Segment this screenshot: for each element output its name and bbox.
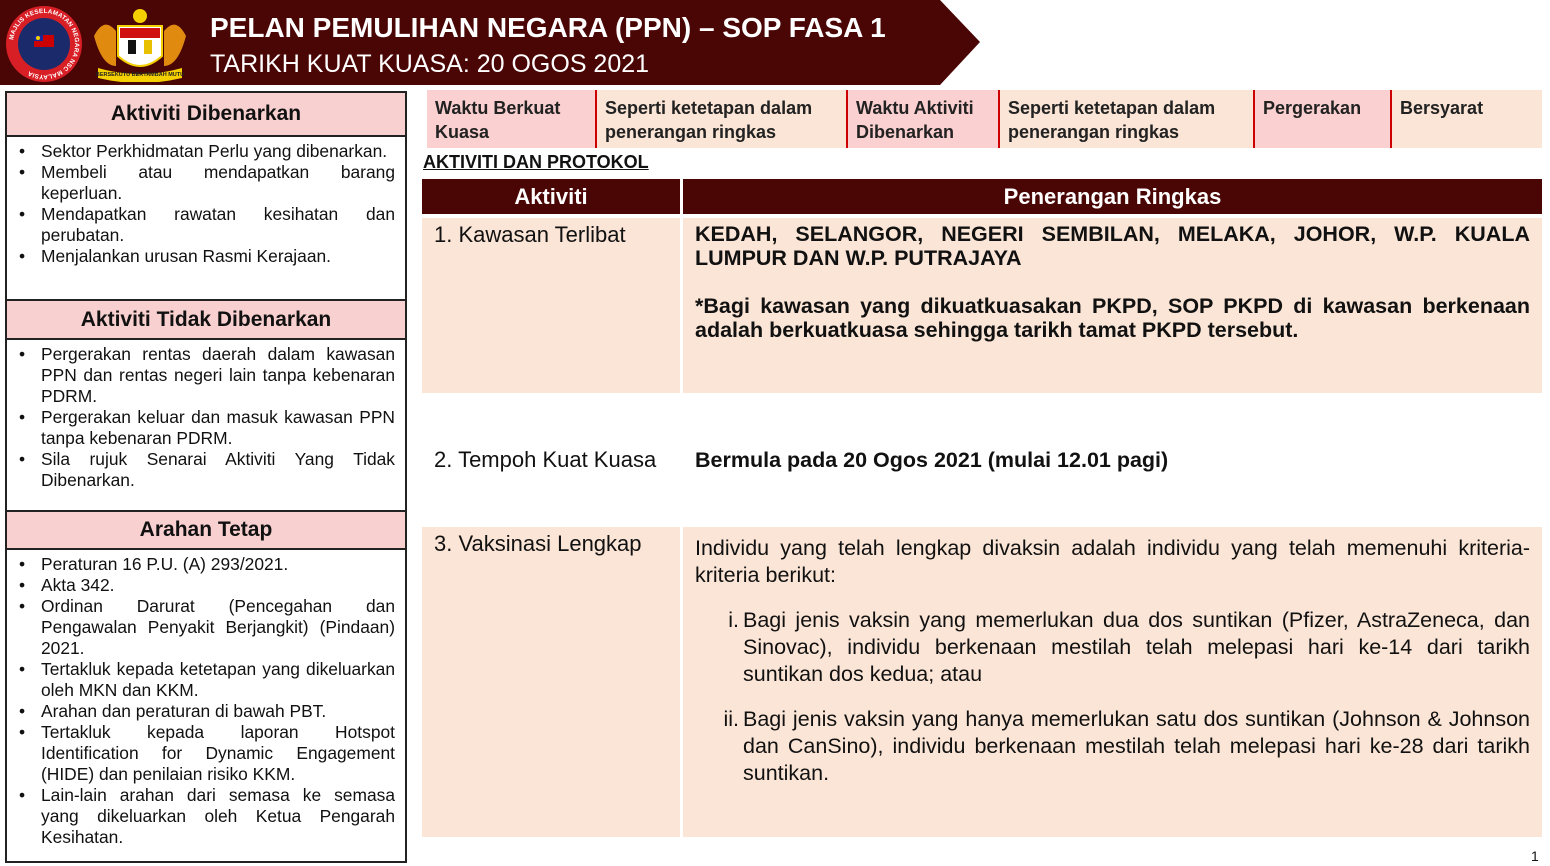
not-allowed-list: Pergerakan rentas daerah dalam kawasan P…	[7, 340, 405, 510]
table-row: 2. Tempoh Kuat Kuasa Bermula pada 20 Ogo…	[422, 397, 1542, 523]
criteria-text: Bagi jenis vaksin yang memerlukan dua do…	[743, 608, 1530, 686]
section-title: AKTIVITI DAN PROTOKOL	[423, 152, 649, 172]
list-item: Peraturan 16 P.U. (A) 293/2021.	[19, 554, 395, 575]
list-item: Tertakluk kepada laporan Hotspot Identif…	[19, 722, 395, 785]
section-heading: Aktiviti Tidak Dibenarkan	[7, 299, 405, 340]
info-value: Seperti ketetapan dalam penerangan ringk…	[1000, 90, 1255, 148]
table-row: 3. Vaksinasi Lengkap Individu yang telah…	[422, 527, 1542, 837]
header-banner: MAJLIS KESELAMATAN NEGARA NSC MALAYSIA B…	[0, 0, 980, 85]
criteria-text: Bagi jenis vaksin yang hanya memerlukan …	[743, 707, 1530, 785]
allowed-list: Sektor Perkhidmatan Perlu yang dibenarka…	[7, 137, 405, 299]
criteria-item: i. Bagi jenis vaksin yang memerlukan dua …	[723, 607, 1530, 688]
criteria-number: i.	[728, 608, 739, 632]
page-number: 1	[1531, 848, 1539, 864]
criteria-number: ii.	[723, 707, 739, 731]
info-label: Pergerakan	[1255, 90, 1392, 148]
info-label: Waktu Berkuat Kuasa	[427, 90, 597, 148]
column-header: Penerangan Ringkas	[680, 179, 1542, 214]
description-cell: KEDAH, SELANGOR, NEGERI SEMBILAN, MELAKA…	[680, 218, 1542, 393]
description-text: KEDAH, SELANGOR, NEGERI SEMBILAN, MELAKA…	[695, 222, 1530, 270]
page-title: PELAN PEMULIHAN NEGARA (PPN) – SOP FASA …	[210, 12, 886, 43]
info-label: Waktu Aktiviti Dibenarkan	[848, 90, 1000, 148]
list-item: Mendapatkan rawatan kesihatan dan peruba…	[19, 204, 395, 246]
criteria-item: ii. Bagi jenis vaksin yang hanya memerluk…	[723, 706, 1530, 787]
table-row: 1. Kawasan Terlibat KEDAH, SELANGOR, NEG…	[422, 218, 1542, 393]
standing-orders-list: Peraturan 16 P.U. (A) 293/2021. Akta 342…	[7, 550, 405, 854]
column-header: Aktiviti	[514, 183, 588, 209]
list-item: Ordinan Darurat (Pencegahan dan Pengawal…	[19, 596, 395, 659]
section-heading: Arahan Tetap	[7, 510, 405, 550]
coat-of-arms-motto: BERSEKUTU BERTAMBAH MUTU	[96, 72, 184, 78]
description-note: *Bagi kawasan yang dikuatkuasakan PKPD, …	[695, 294, 1530, 342]
info-strip: Waktu Berkuat Kuasa Seperti ketetapan da…	[427, 90, 1542, 148]
list-item: Pergerakan keluar dan masuk kawasan PPN …	[19, 407, 395, 449]
list-item: Sektor Perkhidmatan Perlu yang dibenarka…	[19, 141, 395, 162]
list-item: Tertakluk kepada ketetapan yang dikeluar…	[19, 659, 395, 701]
list-item: Sila rujuk Senarai Aktiviti Yang Tidak D…	[19, 449, 395, 491]
nsc-logo: MAJLIS KESELAMATAN NEGARA NSC MALAYSIA	[6, 6, 82, 82]
info-value: Bersyarat	[1392, 90, 1542, 148]
description-cell: Bermula pada 20 Ogos 2021 (mulai 12.01 p…	[680, 444, 1542, 476]
list-item: Lain-lain arahan dari semasa ke semasa y…	[19, 785, 395, 848]
section-heading: Aktiviti Dibenarkan	[7, 93, 405, 137]
activity-cell: 3. Vaksinasi Lengkap	[422, 527, 680, 837]
activity-table: Aktiviti Penerangan Ringkas 1. Kawasan T…	[422, 179, 1542, 837]
description-cell: Individu yang telah lengkap divaksin ada…	[680, 527, 1542, 837]
left-panel: Aktiviti Dibenarkan Sektor Perkhidmatan …	[5, 91, 407, 863]
list-item: Arahan dan peraturan di bawah PBT.	[19, 701, 395, 722]
list-item: Menjalankan urusan Rasmi Kerajaan.	[19, 246, 395, 267]
description-text: Individu yang telah lengkap divaksin ada…	[695, 536, 1530, 587]
info-value: Seperti ketetapan dalam penerangan ringk…	[597, 90, 848, 148]
table-header: Aktiviti Penerangan Ringkas	[422, 179, 1542, 214]
activity-cell: 1. Kawasan Terlibat	[422, 218, 680, 393]
coat-of-arms-logo: BERSEKUTU BERTAMBAH MUTU	[94, 9, 186, 82]
list-item: Pergerakan rentas daerah dalam kawasan P…	[19, 344, 395, 407]
list-item: Membeli atau mendapatkan barang keperlua…	[19, 162, 395, 204]
list-item: Akta 342.	[19, 575, 395, 596]
activity-cell: 2. Tempoh Kuat Kuasa	[434, 447, 657, 472]
effective-date: TARIKH KUAT KUASA: 20 OGOS 2021	[210, 50, 650, 78]
